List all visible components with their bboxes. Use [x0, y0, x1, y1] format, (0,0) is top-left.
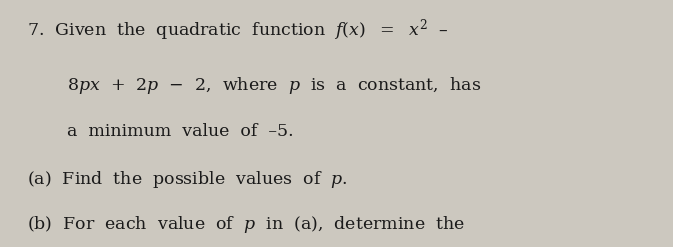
Text: $8px$  $+$  $2p$  $-$  2,  where  $p$  is  a  constant,  has: $8px$ $+$ $2p$ $-$ 2, where $p$ is a con… [67, 75, 481, 96]
Text: (a)  Find  the  possible  values  of  $p$.: (a) Find the possible values of $p$. [27, 169, 347, 190]
Text: a  minimum  value  of  –5.: a minimum value of –5. [67, 124, 294, 141]
Text: 7.  Given  the  quadratic  function  $f(x)$  $=$  $x^2$  –: 7. Given the quadratic function $f(x)$ $… [27, 17, 448, 43]
Text: (b)  For  each  value  of  $p$  in  (a),  determine  the: (b) For each value of $p$ in (a), determ… [27, 214, 465, 235]
